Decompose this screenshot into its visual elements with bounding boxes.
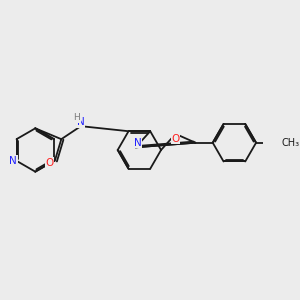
Text: N: N <box>134 138 142 148</box>
Text: CH₃: CH₃ <box>281 138 299 148</box>
Text: O: O <box>45 158 53 168</box>
Text: N: N <box>77 117 85 127</box>
Text: O: O <box>171 134 180 144</box>
Text: H: H <box>74 113 80 122</box>
Text: N: N <box>9 156 17 166</box>
